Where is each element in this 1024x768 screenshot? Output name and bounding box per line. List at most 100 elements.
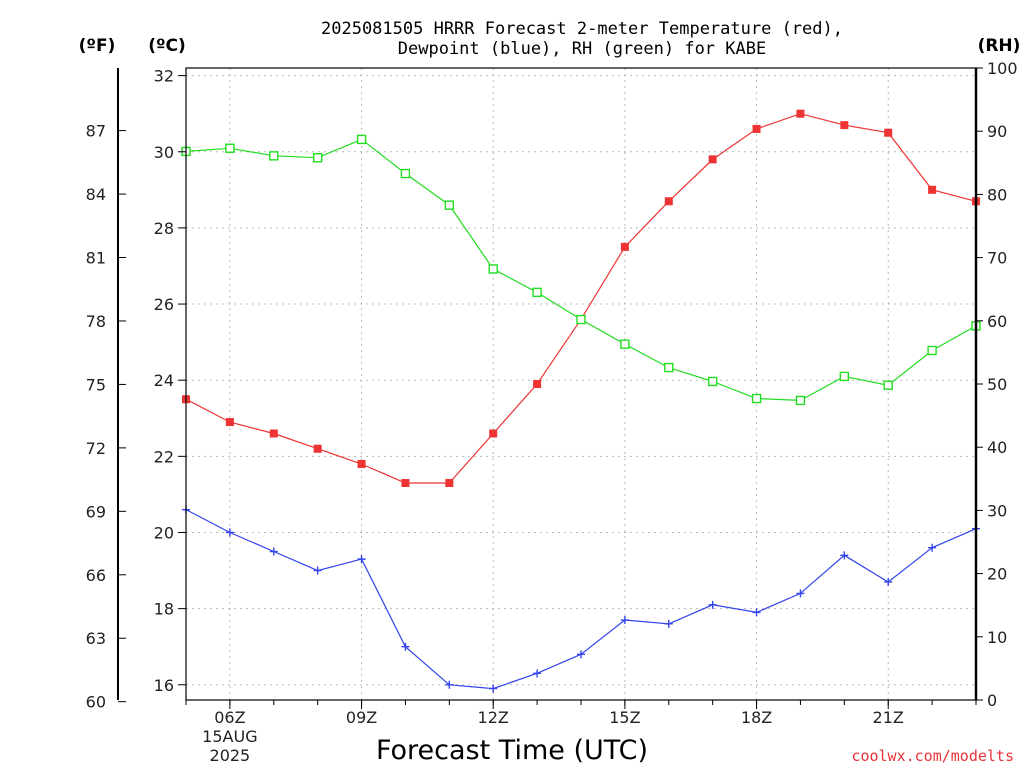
source-credit: coolwx.com/modelts [851, 747, 1014, 765]
rh-line [185, 138, 977, 402]
fahrenheit-tick-label: 69 [86, 502, 106, 521]
rh-point [620, 339, 630, 349]
temperature-point [840, 121, 849, 130]
celsius-tick-label: 16 [154, 676, 174, 695]
celsius-tick-label: 32 [154, 67, 174, 86]
rh-point [269, 151, 279, 161]
temperature-point [225, 418, 234, 427]
rh-tick-label: 0 [987, 691, 997, 710]
dewpoint-point [313, 566, 322, 575]
celsius-tick-label: 22 [154, 447, 174, 466]
celsius-unit-label: (ºC) [148, 36, 186, 56]
rh-point [488, 264, 498, 274]
rh-point [356, 134, 367, 145]
tick-layer: 16 18 20 22 24 26 28 30 32 60 63 66 69 72 75 78 81 84 87 0 1… [86, 59, 1018, 765]
celsius-tick-label: 30 [154, 143, 174, 162]
dewpoint-point [620, 616, 629, 625]
dewpoint-point [445, 680, 454, 689]
dewpoint-point [357, 555, 366, 564]
rh-point [839, 371, 850, 382]
rh-unit-label: (RH) [978, 36, 1021, 56]
fahrenheit-tick-label: 87 [86, 122, 106, 141]
chart-title-line1: 2025081505 HRRR Forecast 2-meter Tempera… [321, 19, 843, 39]
dewpoint-point [796, 589, 805, 598]
dewpoint-point [708, 600, 717, 609]
rh-tick-label: 10 [987, 628, 1007, 647]
rh-point [751, 393, 762, 404]
rh-tick-label: 90 [987, 122, 1007, 141]
fahrenheit-tick-label: 81 [86, 249, 106, 268]
dewpoint-line [185, 509, 977, 690]
celsius-tick-label: 20 [154, 523, 174, 542]
dewpoint-point [884, 577, 893, 586]
time-tick-label: 18Z [741, 708, 772, 727]
rh-point [576, 314, 586, 325]
temperature-point [752, 124, 761, 133]
date-label-year: 2025 [210, 746, 251, 765]
date-label-day: 15AUG [202, 727, 257, 746]
fahrenheit-tick-label: 60 [86, 693, 106, 712]
temperature-line [185, 113, 977, 484]
rh-point [927, 345, 937, 356]
dewpoint-point [664, 619, 673, 628]
dewpoint-point [752, 608, 761, 617]
dewpoint-point [489, 684, 498, 693]
fahrenheit-tick-label: 63 [86, 629, 106, 648]
temperature-point [401, 478, 410, 487]
rh-point [400, 168, 411, 179]
temperature-point [620, 242, 629, 251]
fahrenheit-tick-label: 84 [86, 185, 106, 204]
fahrenheit-unit-label: (ºF) [79, 36, 116, 56]
x-axis-label: Forecast Time (UTC) [376, 735, 648, 766]
rh-tick-label: 60 [987, 312, 1007, 331]
rh-point [312, 153, 323, 163]
time-tick-label: 15Z [609, 708, 640, 727]
rh-point [707, 376, 718, 387]
dewpoint-point [401, 642, 410, 651]
rh-point [225, 143, 235, 153]
temperature-point [445, 478, 454, 487]
temperature-point [708, 155, 717, 164]
time-tick-label: 06Z [214, 708, 245, 727]
rh-point [532, 287, 542, 298]
temperature-point [796, 109, 805, 118]
celsius-tick-label: 24 [154, 371, 174, 390]
fahrenheit-tick-label: 72 [86, 439, 106, 458]
temperature-point [928, 185, 937, 194]
rh-tick-label: 50 [987, 375, 1007, 394]
rh-point [883, 380, 893, 390]
series-layer [181, 109, 981, 693]
rh-tick-label: 40 [987, 438, 1007, 457]
rh-tick-label: 20 [987, 565, 1007, 584]
time-tick-label: 21Z [873, 708, 904, 727]
dewpoint-point [577, 650, 585, 659]
rh-tick-label: 30 [987, 501, 1007, 520]
fahrenheit-tick-label: 78 [86, 312, 106, 331]
fahrenheit-tick-label: 66 [86, 566, 106, 585]
time-tick-label: 09Z [346, 708, 377, 727]
temperature-point [313, 444, 322, 453]
temperature-point [884, 128, 893, 137]
rh-tick-label: 100 [987, 59, 1018, 78]
temperature-point [533, 380, 542, 388]
rh-tick-label: 70 [987, 249, 1007, 268]
temperature-point [664, 197, 673, 206]
grid-lines [186, 68, 976, 700]
time-tick-label: 12Z [478, 708, 509, 727]
celsius-tick-label: 18 [154, 600, 174, 619]
chart-title-line2: Dewpoint (blue), RH (green) for KABE [398, 39, 766, 59]
celsius-tick-label: 26 [154, 295, 174, 314]
celsius-tick-label: 28 [154, 219, 174, 238]
rh-point [444, 200, 455, 210]
rh-point [795, 395, 806, 406]
dewpoint-point [225, 528, 234, 537]
fahrenheit-tick-label: 75 [86, 375, 106, 394]
temperature-point [269, 429, 278, 438]
rh-point [664, 362, 674, 373]
dewpoint-point [533, 669, 542, 678]
rh-tick-label: 80 [987, 185, 1007, 204]
dewpoint-point [928, 543, 937, 552]
dewpoint-point [840, 551, 849, 560]
temperature-point [357, 459, 366, 468]
